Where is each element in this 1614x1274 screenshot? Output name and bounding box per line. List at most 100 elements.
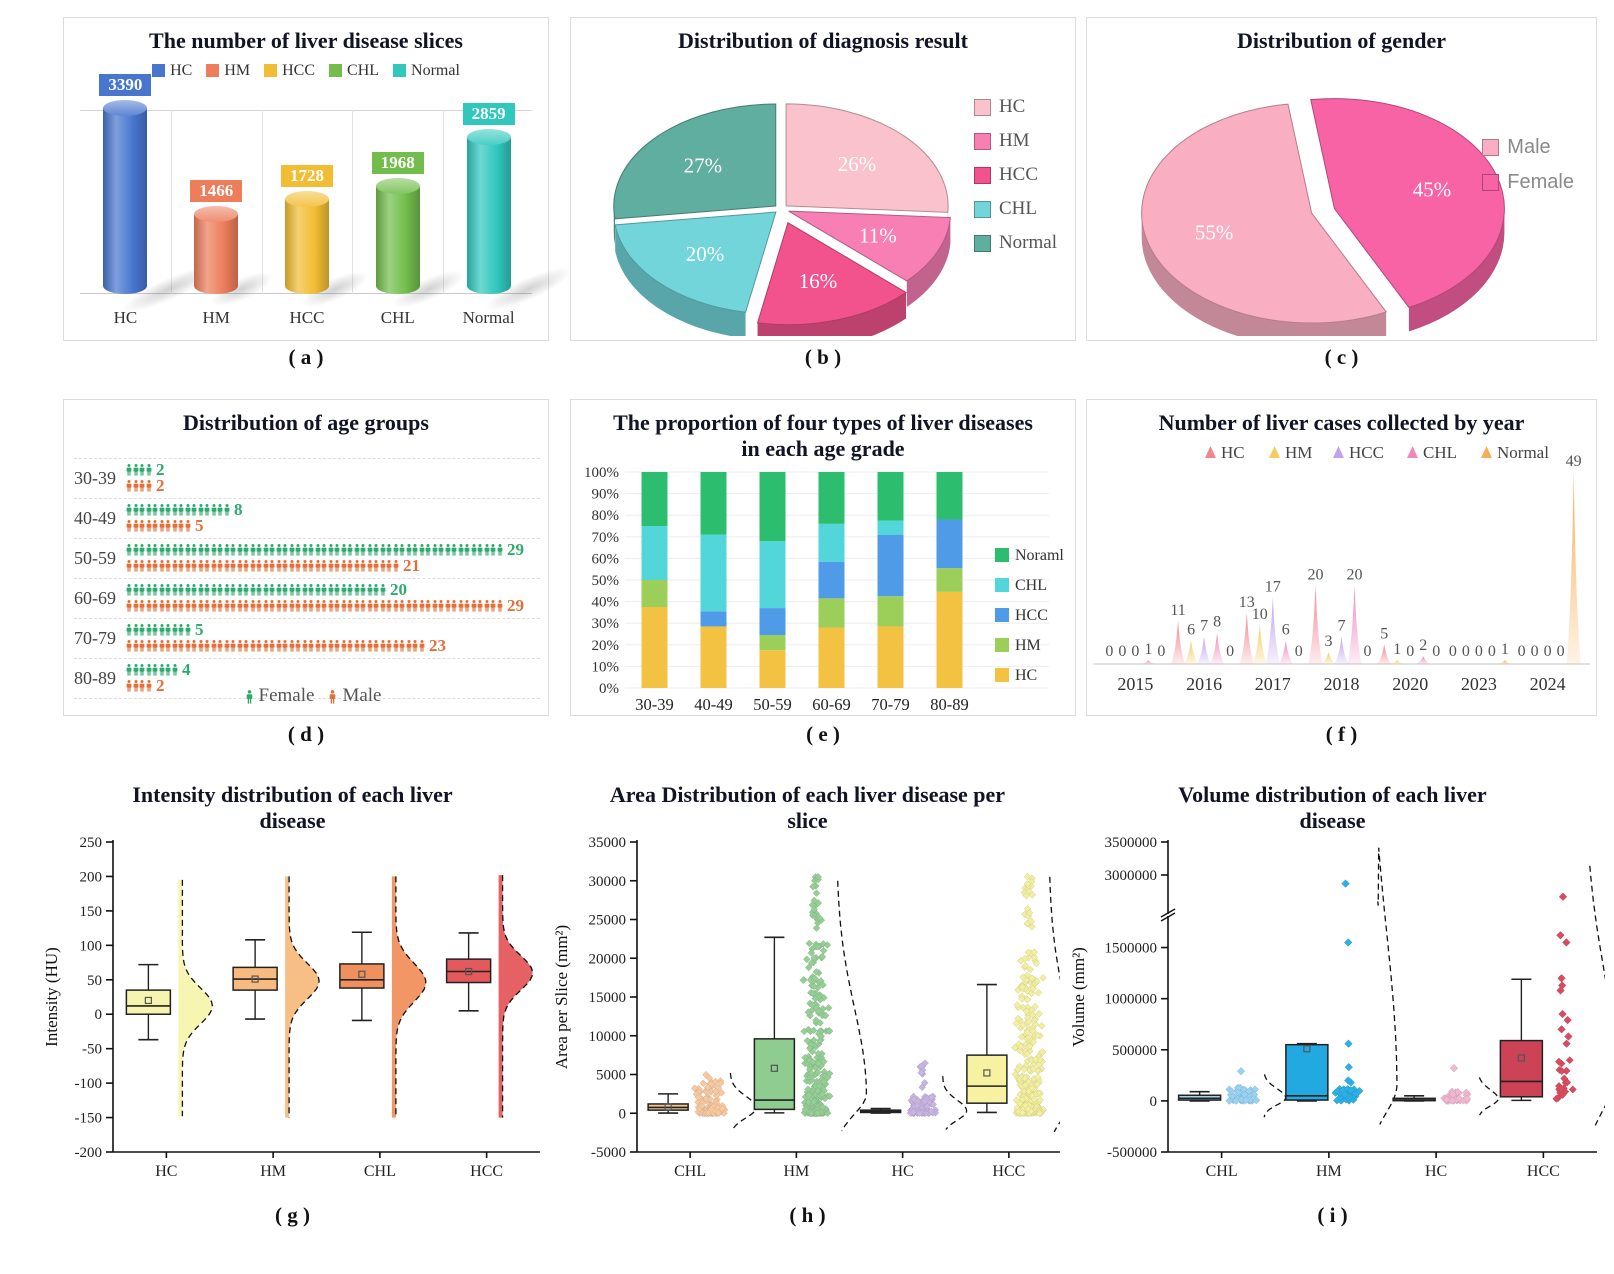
person-icon [165, 544, 171, 556]
panel-f-cases-by-year: Number of liver cases collected by year … [1086, 399, 1597, 716]
panel-g-intensity-raincloud: Intensity distribution of each liver dis… [35, 772, 550, 1197]
person-icon [276, 544, 281, 556]
scatter-point [1565, 1056, 1574, 1065]
person-icon [159, 600, 164, 612]
person-icon [360, 544, 366, 556]
svg-text:2016: 2016 [1186, 674, 1222, 694]
person-icon [399, 544, 405, 556]
panel-d-title: Distribution of age groups [183, 410, 429, 435]
svg-text:-100: -100 [75, 1076, 103, 1092]
svg-text:11: 11 [1170, 602, 1185, 619]
person-icon [289, 560, 294, 572]
svg-text:2015: 2015 [1117, 674, 1153, 694]
person-icon [178, 640, 184, 652]
person-icon [445, 544, 450, 556]
scatter-point [1029, 1027, 1037, 1035]
legend-triangle-HM [1269, 445, 1280, 458]
svg-text:20000: 20000 [589, 951, 627, 967]
person-icon [289, 600, 294, 612]
scatter-point [819, 981, 827, 989]
legend-item: HCC [264, 62, 315, 80]
scatter-point [1034, 1073, 1042, 1081]
person-icon [198, 600, 203, 612]
scatter-point [1023, 1028, 1032, 1037]
legend-item: Normal [973, 232, 1057, 254]
person-icon [380, 640, 385, 652]
svg-text:6: 6 [1282, 621, 1290, 638]
person-icon [302, 640, 307, 652]
legend-swatch [995, 547, 1009, 562]
person-icon [321, 640, 327, 652]
svg-text:15000: 15000 [589, 990, 627, 1006]
male-icon-line: 2 [126, 477, 540, 494]
person-icon [373, 640, 379, 652]
density-curve-dashed [288, 876, 320, 1118]
person-icon [133, 560, 138, 572]
scatter-point [815, 1082, 824, 1090]
category-divider [443, 110, 445, 294]
person-icon [133, 504, 138, 516]
person-icon [406, 640, 411, 652]
person-icon [165, 520, 171, 532]
scatter-point [812, 889, 821, 897]
x-axis-category-label: Normal [462, 308, 515, 327]
person-icon [198, 504, 203, 516]
svg-text:HCC: HCC [992, 1163, 1025, 1180]
svg-text:Intensity (HU): Intensity (HU) [42, 947, 61, 1047]
bar-cylinder-HC [103, 100, 148, 294]
icon-lines: 29 21 [126, 541, 540, 574]
person-icon [198, 560, 203, 572]
person-icon [471, 544, 476, 556]
person-icon [276, 560, 281, 572]
legend-item: HCC [973, 164, 1057, 186]
svg-text:0: 0 [1557, 643, 1565, 660]
scatter-point [810, 954, 818, 962]
person-icon [146, 504, 151, 516]
density-curve-dashed [1263, 1074, 1287, 1118]
person-icon [373, 584, 379, 596]
svg-text:CHL: CHL [1423, 443, 1457, 462]
scatter-point [1332, 1096, 1341, 1105]
scatter-point [1037, 1021, 1046, 1030]
panel-i-volume-boxplot: Volume distribution of each liver diseas… [1060, 772, 1614, 1197]
caption-a: ( a ) [288, 345, 324, 369]
svg-text:HCC: HCC [1527, 1163, 1560, 1180]
scatter-point [823, 1109, 832, 1117]
bar-value-label: 2859 [462, 103, 515, 125]
legend-item: HM [206, 62, 250, 80]
mean-marker [1517, 1054, 1525, 1062]
scatter-point [1019, 983, 1027, 991]
person-icon [152, 664, 158, 676]
scatter-point [712, 1087, 720, 1096]
scatter-point [1024, 948, 1033, 956]
scatter-point [1563, 1015, 1572, 1025]
person-icon [490, 600, 496, 612]
person-icon [406, 600, 411, 612]
svg-text:1500000: 1500000 [1105, 940, 1158, 956]
age-group-row-70-79: 70-79 5 23 [74, 619, 540, 659]
legend-swatch [995, 577, 1009, 592]
age-group-row-40-49: 40-49 8 5 [74, 499, 540, 539]
person-icon [354, 640, 359, 652]
person-icon [146, 624, 151, 636]
scatter-point [800, 1027, 808, 1036]
person-icon [302, 584, 307, 596]
person-icon [217, 504, 223, 516]
box [125, 989, 172, 1015]
caption-e: ( e ) [806, 722, 840, 746]
person-icon [211, 640, 216, 652]
svg-text:Area per Slice (mm²): Area per Slice (mm²) [552, 925, 571, 1069]
scatter-point [1029, 1038, 1037, 1046]
person-icon [250, 560, 255, 572]
svg-text:50%: 50% [592, 573, 620, 589]
scatter-point [1245, 1087, 1254, 1096]
person-icon [178, 504, 184, 516]
person-icon [347, 640, 353, 652]
scatter-point [1028, 922, 1036, 931]
person-icon [360, 560, 366, 572]
scatter-point [804, 963, 813, 972]
age-group-row-80-89: 80-89 4 2 [74, 659, 540, 699]
svg-text:0: 0 [1150, 1094, 1158, 1110]
panel-d-age-pictogram: Distribution of age groups 30-39 2 2 40-49 8… [63, 399, 549, 716]
